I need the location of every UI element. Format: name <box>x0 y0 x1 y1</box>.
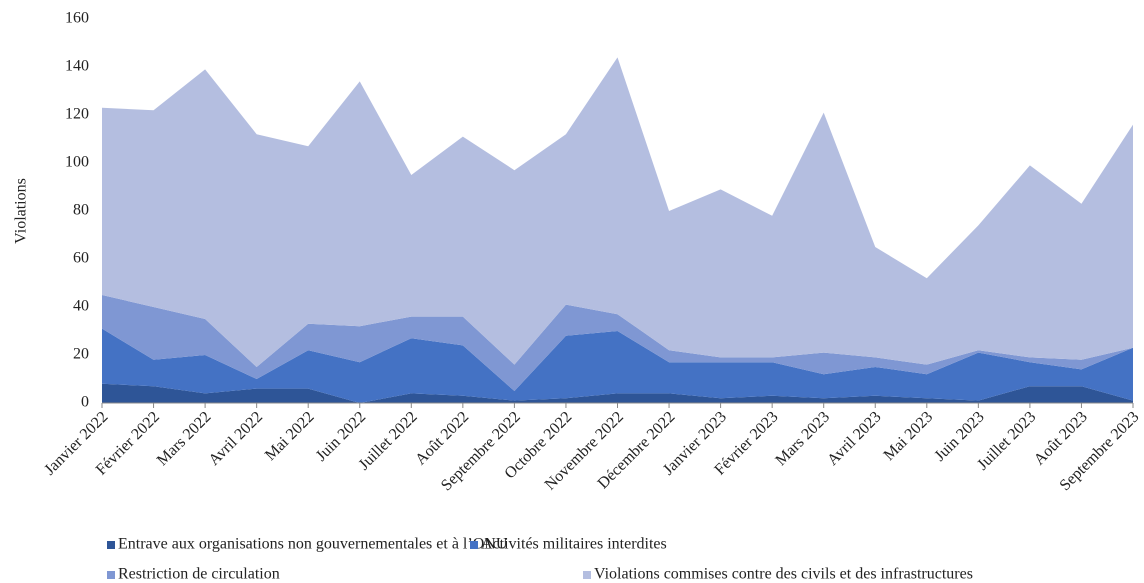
y-tick-label: 160 <box>65 10 89 27</box>
legend-swatch <box>470 541 478 549</box>
y-tick-label: 80 <box>73 202 89 219</box>
y-tick-label: 140 <box>65 58 89 75</box>
x-tick-label: Mai 2022 <box>262 408 318 464</box>
x-tick-label: Avril 2022 <box>206 408 267 469</box>
x-tick-label: Mai 2023 <box>881 408 937 464</box>
legend-label: Entrave aux organisations non gouverneme… <box>118 536 508 553</box>
legend-swatch <box>107 541 115 549</box>
y-tick-label: 120 <box>65 106 89 123</box>
legend-swatch <box>107 571 115 579</box>
y-tick-label: 0 <box>81 394 89 411</box>
x-tick-label: Mars 2022 <box>154 408 215 469</box>
x-tick-label: Avril 2023 <box>824 408 885 469</box>
y-tick-label: 100 <box>65 154 89 171</box>
legend-label: Restriction de circulation <box>118 566 280 583</box>
legend-label: Activités militaires interdites <box>481 536 667 553</box>
y-tick-label: 60 <box>73 250 89 267</box>
y-tick-label: 20 <box>73 346 89 363</box>
legend-swatch <box>583 571 591 579</box>
area <box>102 57 1133 368</box>
x-tick-label: Mars 2023 <box>772 408 833 469</box>
legend-label: Violations commises contre des civils et… <box>594 566 973 583</box>
y-tick-label: 40 <box>73 298 89 315</box>
area <box>102 328 1133 403</box>
area <box>102 295 1133 391</box>
y-axis-label: Violations <box>13 178 30 244</box>
